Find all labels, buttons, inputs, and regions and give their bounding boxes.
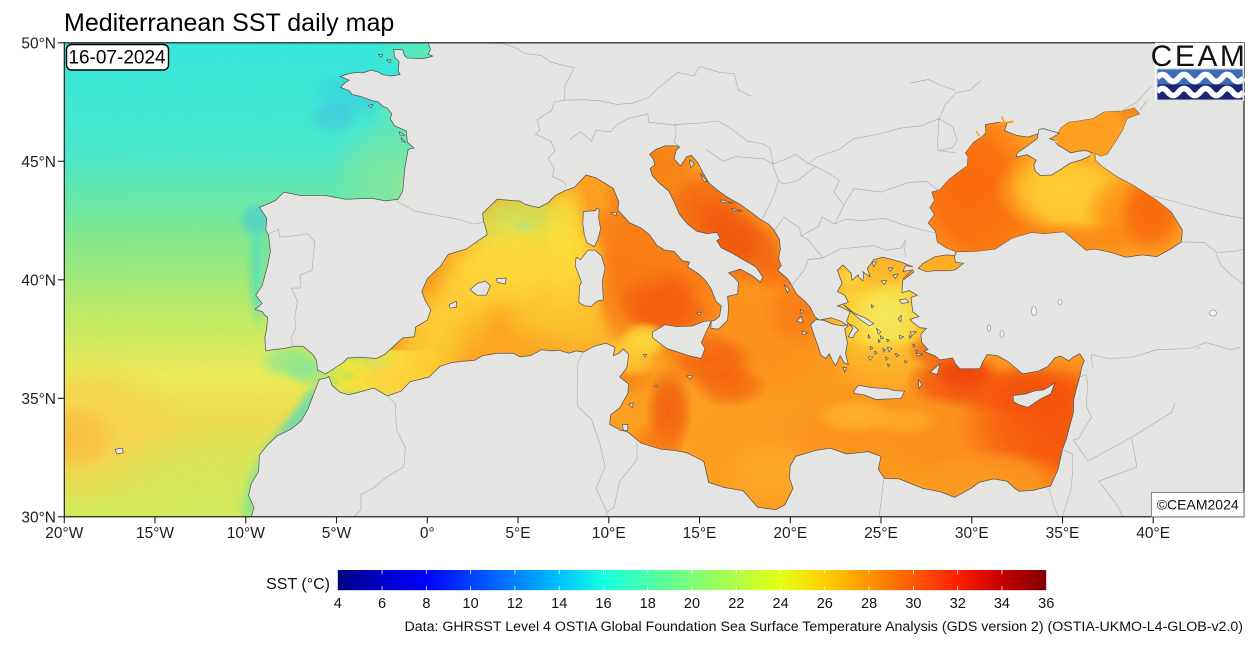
svg-text:15°W: 15°W — [136, 525, 174, 542]
svg-text:14: 14 — [551, 596, 567, 612]
svg-text:40°E: 40°E — [1136, 525, 1170, 542]
svg-text:36: 36 — [1038, 596, 1054, 612]
svg-text:8: 8 — [422, 596, 430, 612]
svg-text:Mediterranean SST daily map: Mediterranean SST daily map — [64, 9, 394, 37]
svg-text:30°E: 30°E — [955, 525, 989, 542]
svg-text:12: 12 — [507, 596, 523, 612]
svg-text:10°W: 10°W — [227, 525, 265, 542]
svg-text:26: 26 — [817, 596, 833, 612]
svg-text:20°E: 20°E — [773, 525, 807, 542]
svg-text:6: 6 — [378, 596, 386, 612]
svg-text:20°W: 20°W — [45, 525, 83, 542]
svg-text:Data: GHRSST Level 4 OSTIA Glo: Data: GHRSST Level 4 OSTIA Global Founda… — [405, 619, 1243, 635]
svg-text:20: 20 — [684, 596, 700, 612]
svg-text:50°N: 50°N — [21, 35, 56, 52]
svg-text:25°E: 25°E — [864, 525, 898, 542]
svg-text:18: 18 — [640, 596, 656, 612]
svg-text:45°N: 45°N — [21, 154, 56, 171]
svg-text:22: 22 — [728, 596, 744, 612]
svg-text:15°E: 15°E — [683, 525, 717, 542]
svg-text:28: 28 — [861, 596, 877, 612]
svg-text:30°N: 30°N — [21, 509, 56, 526]
svg-text:30: 30 — [905, 596, 921, 612]
svg-text:5°E: 5°E — [505, 525, 530, 542]
svg-text:32: 32 — [950, 596, 966, 612]
svg-text:16: 16 — [595, 596, 611, 612]
svg-text:10: 10 — [463, 596, 479, 612]
svg-text:34: 34 — [994, 596, 1010, 612]
svg-text:©CEAM2024: ©CEAM2024 — [1157, 497, 1239, 513]
svg-text:5°W: 5°W — [322, 525, 352, 542]
svg-text:SST (°C): SST (°C) — [266, 576, 330, 593]
svg-text:24: 24 — [773, 596, 789, 612]
svg-text:0°: 0° — [420, 525, 435, 542]
svg-text:CEAM: CEAM — [1151, 40, 1248, 73]
svg-text:10°E: 10°E — [592, 525, 626, 542]
svg-text:16-07-2024: 16-07-2024 — [68, 48, 166, 69]
svg-text:35°N: 35°N — [21, 391, 56, 408]
svg-text:40°N: 40°N — [21, 272, 56, 289]
svg-text:4: 4 — [334, 596, 342, 612]
svg-text:35°E: 35°E — [1046, 525, 1080, 542]
